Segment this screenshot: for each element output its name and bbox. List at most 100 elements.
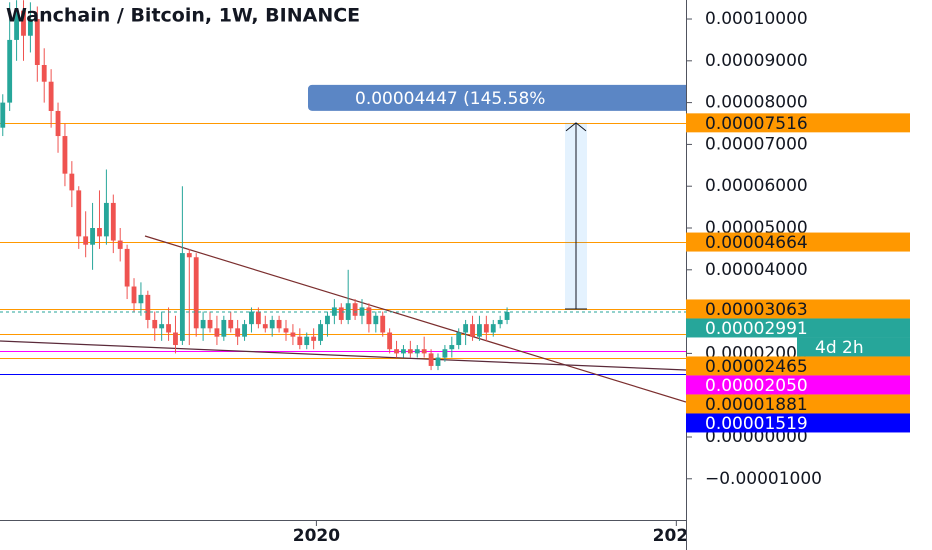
level-label: 0.00002050: [705, 376, 808, 396]
candle-body: [269, 319, 275, 329]
candle-body: [442, 349, 448, 358]
y-tick-label: 0.00008000: [705, 93, 808, 113]
level-label: 0.00007516: [705, 114, 808, 134]
trend-line: [144, 235, 686, 403]
candle-body: [380, 315, 386, 333]
candle-body: [255, 311, 261, 325]
candle-body: [318, 324, 323, 341]
candle-body: [483, 324, 489, 333]
level-label: 0.00004664: [705, 233, 808, 253]
candle-body: [83, 236, 89, 245]
candle-body: [283, 328, 289, 333]
candle-body: [421, 349, 427, 354]
candle-body: [297, 336, 303, 346]
candle-body: [490, 324, 496, 333]
candle-body: [497, 319, 503, 325]
candle-body: [414, 349, 420, 354]
measure-label: 0.00004447 (145.58%: [355, 89, 545, 109]
candle-body: [103, 202, 109, 237]
candle-body: [235, 328, 241, 337]
candle-body: [124, 248, 130, 287]
candle-body: [131, 286, 137, 304]
candle-body: [311, 336, 317, 341]
chart-title: Wanchain / Bitcoin, 1W, BINANCE: [6, 5, 360, 27]
level-label: 0.00001881: [705, 395, 808, 415]
level-label-bg: [686, 394, 910, 414]
candle-body: [401, 349, 406, 354]
candle-body: [76, 190, 82, 237]
candle-body: [504, 311, 510, 320]
candle-body: [228, 319, 234, 329]
candle-body: [470, 324, 475, 337]
candle-body: [7, 39, 13, 103]
candle-body: [352, 303, 358, 316]
level-label-bg: [686, 113, 910, 133]
candle-body: [221, 319, 227, 337]
candle-body: [152, 319, 158, 329]
candle-body: [27, 19, 33, 36]
level-label: 0.00002465: [705, 357, 808, 377]
candle-body: [262, 324, 268, 329]
last-price-label-bg: [686, 318, 910, 338]
trend-line: [0, 340, 686, 371]
candle-body: [193, 257, 199, 329]
candle-body: [325, 315, 330, 325]
candle-body: [200, 319, 206, 329]
candle-body: [477, 324, 482, 337]
y-tick-label: 0.00010000: [705, 9, 808, 29]
level-label: 0.00003063: [705, 300, 808, 320]
y-tick-label: −0.00001000: [705, 469, 822, 489]
candle-body: [117, 240, 123, 249]
candle-body: [55, 110, 61, 137]
candle-body: [407, 349, 413, 354]
x-tick-label: 2020: [293, 526, 340, 546]
y-tick-label: 0.00007000: [705, 134, 808, 154]
candle-body: [428, 353, 434, 366]
countdown-bg: [797, 337, 910, 357]
candle-body: [97, 228, 102, 237]
level-label: 0.00001519: [705, 414, 808, 434]
measure-arrowhead: [565, 122, 587, 132]
candle-body: [435, 357, 441, 366]
candle-body: [14, 10, 19, 40]
candle-body: [138, 294, 144, 304]
y-tick-label: 0.00004000: [705, 260, 808, 280]
candle-body: [186, 253, 192, 258]
candle-body: [331, 307, 337, 316]
level-label-bg: [686, 356, 910, 376]
candle-body: [290, 332, 296, 337]
candle-body: [463, 324, 469, 333]
candle-body: [394, 349, 399, 354]
y-tick-label: 0.00006000: [705, 176, 808, 196]
candle-body: [21, 10, 26, 36]
candle-body: [214, 328, 220, 337]
candle-body: [373, 315, 379, 325]
candle-body: [48, 81, 54, 111]
candle-body: [90, 228, 95, 245]
countdown-label: 4d 2h: [815, 338, 864, 358]
candle-body: [387, 332, 393, 350]
candle-body: [249, 311, 254, 325]
candle-body: [449, 345, 455, 350]
measure-label-bg: [308, 84, 686, 111]
candle-body: [242, 324, 247, 337]
price-axis-bg: [686, 0, 932, 550]
candle-body: [338, 307, 344, 320]
candle-body: [166, 324, 171, 333]
candle-body: [34, 19, 40, 65]
last-price-label: 0.00002991: [705, 319, 808, 339]
candle-body: [456, 332, 462, 346]
plot-area: 0.00004447 (145.58%: [0, 0, 686, 403]
candle-body: [179, 253, 185, 341]
level-label-bg: [686, 232, 910, 252]
candle-body: [41, 64, 47, 82]
y-tick-label: 0.00009000: [705, 51, 808, 71]
candle-body: [304, 336, 310, 346]
candle-body: [159, 324, 165, 329]
level-label-bg: [686, 299, 910, 319]
candle-body: [207, 319, 213, 329]
price-axis: 0.00010000 0.00009000 0.00008000 0.00007000…: [686, 0, 932, 550]
level-label-bg: [686, 375, 910, 395]
